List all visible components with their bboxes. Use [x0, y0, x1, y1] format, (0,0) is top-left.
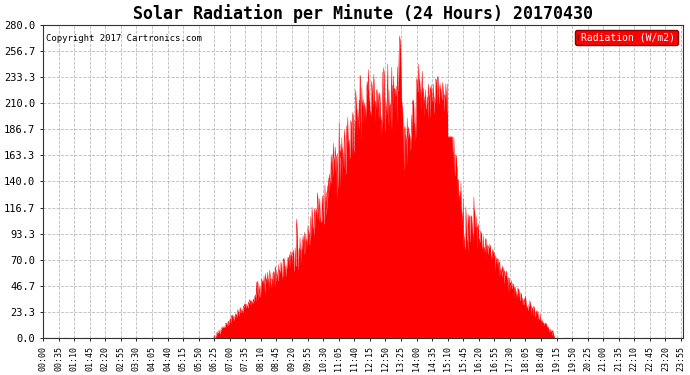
Title: Solar Radiation per Minute (24 Hours) 20170430: Solar Radiation per Minute (24 Hours) 20… [133, 4, 593, 23]
Legend: Radiation (W/m2): Radiation (W/m2) [575, 30, 678, 45]
Text: Copyright 2017 Cartronics.com: Copyright 2017 Cartronics.com [46, 34, 202, 43]
